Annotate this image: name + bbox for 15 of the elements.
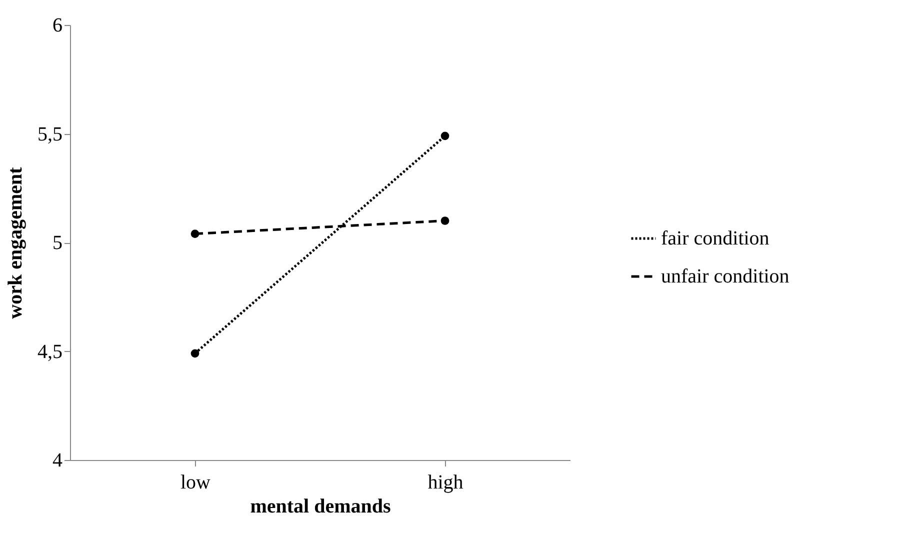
y-tick-label: 5,5	[38, 123, 62, 146]
x-tick-label: low	[180, 472, 212, 494]
y-tick-label: 4,5	[38, 340, 62, 363]
legend-label: fair condition	[661, 228, 770, 250]
point	[440, 132, 450, 140]
point	[190, 230, 200, 238]
x-tick-label: high	[428, 472, 464, 494]
y-tick-label: 6	[52, 14, 62, 36]
y-tick-label: 4	[52, 450, 62, 472]
y-axis-title: work engagement	[4, 166, 26, 319]
point	[190, 349, 200, 358]
point	[440, 216, 450, 225]
legend-label: unfair condition	[661, 266, 790, 288]
y-tick-label: 5	[52, 232, 62, 254]
x-axis-title: mental demands	[250, 496, 391, 518]
